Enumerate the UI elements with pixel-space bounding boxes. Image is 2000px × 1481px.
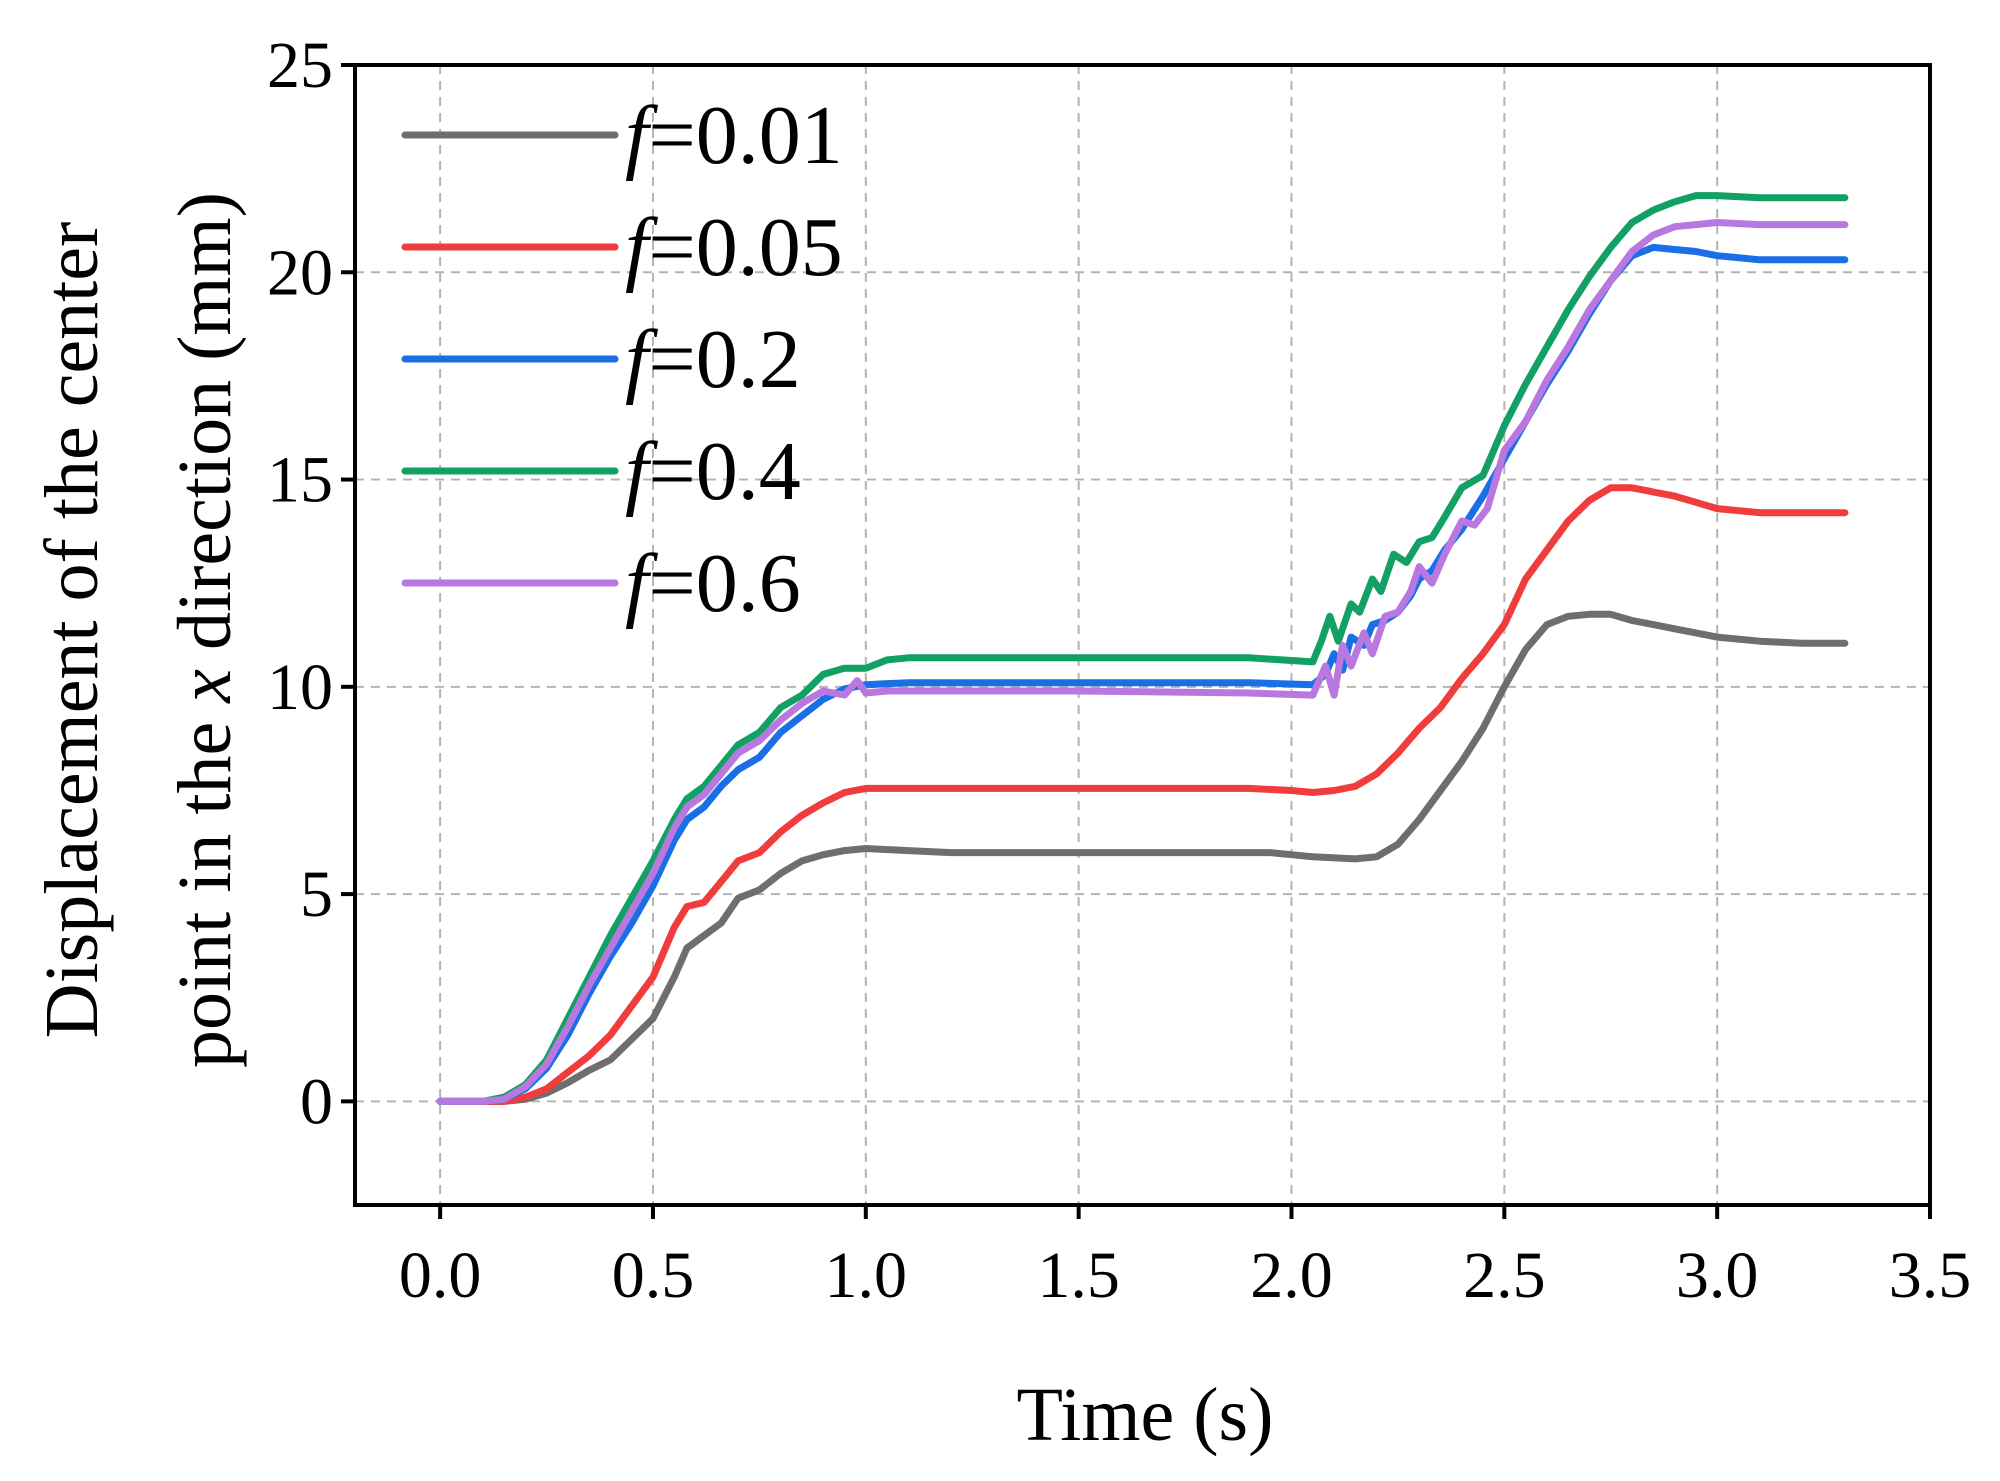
legend-label-value: =0.6 [648, 537, 800, 630]
legend-label: f=0.05 [625, 201, 843, 294]
legend-label: f=0.01 [625, 89, 843, 182]
y-axis-title-var: x [163, 669, 247, 704]
y-tick-label: 10 [267, 651, 333, 724]
y-tick-label: 25 [267, 29, 333, 102]
y-tick-label: 5 [300, 858, 333, 931]
x-tick-label: 3.0 [1676, 1239, 1759, 1312]
legend-label-value: =0.2 [648, 313, 800, 406]
series-line-04 [436, 192, 1849, 1105]
legend-label: f=0.6 [625, 537, 801, 630]
legend-label: f=0.4 [625, 425, 801, 518]
x-tick-label: 1.0 [825, 1239, 908, 1312]
y-axis-title-prefix: point in the [163, 703, 247, 1068]
x-tick-label: 2.5 [1463, 1239, 1546, 1312]
legend-label-value: =0.01 [648, 89, 842, 182]
y-tick-label: 0 [300, 1065, 333, 1138]
series-line-06 [436, 219, 1849, 1105]
y-axis-title-suffix: direction (mm) [163, 192, 247, 669]
y-axis-title-2: point in the x direction (mm) [163, 192, 247, 1068]
plot-frame [353, 63, 1932, 1207]
x-tick-label: 2.0 [1250, 1239, 1333, 1312]
y-axis-title-line2: point in the x direction (mm) [163, 192, 247, 1068]
grid-lines [355, 65, 1930, 1205]
series-line-005 [436, 484, 1849, 1105]
y-tick-label: 15 [267, 444, 333, 517]
legend-label-value: =0.4 [648, 425, 800, 518]
x-tick-label: 1.5 [1037, 1239, 1120, 1312]
legend: f=0.01 f=0.05 f=0.2 f=0.4 f=0.6 [401, 89, 843, 630]
y-axis-title: Displacement of the center [30, 222, 114, 1039]
x-axis-ticks: 0.0 0.5 1.0 1.5 2.0 2.5 3.0 3.5 [399, 1205, 1971, 1312]
x-tick-label: 0.0 [399, 1239, 482, 1312]
x-axis-title: Time (s) [1017, 1373, 1274, 1457]
y-tick-label: 20 [267, 236, 333, 309]
series-line-001 [436, 610, 1849, 1105]
y-axis-title-line1: Displacement of the center [30, 222, 114, 1039]
series-lines [436, 192, 1849, 1105]
y-axis-ticks: 0 5 10 15 20 25 [267, 29, 355, 1138]
legend-label-value: =0.05 [648, 201, 842, 294]
legend-label: f=0.2 [625, 313, 801, 406]
x-tick-label: 0.5 [612, 1239, 695, 1312]
x-tick-label: 3.5 [1889, 1239, 1972, 1312]
